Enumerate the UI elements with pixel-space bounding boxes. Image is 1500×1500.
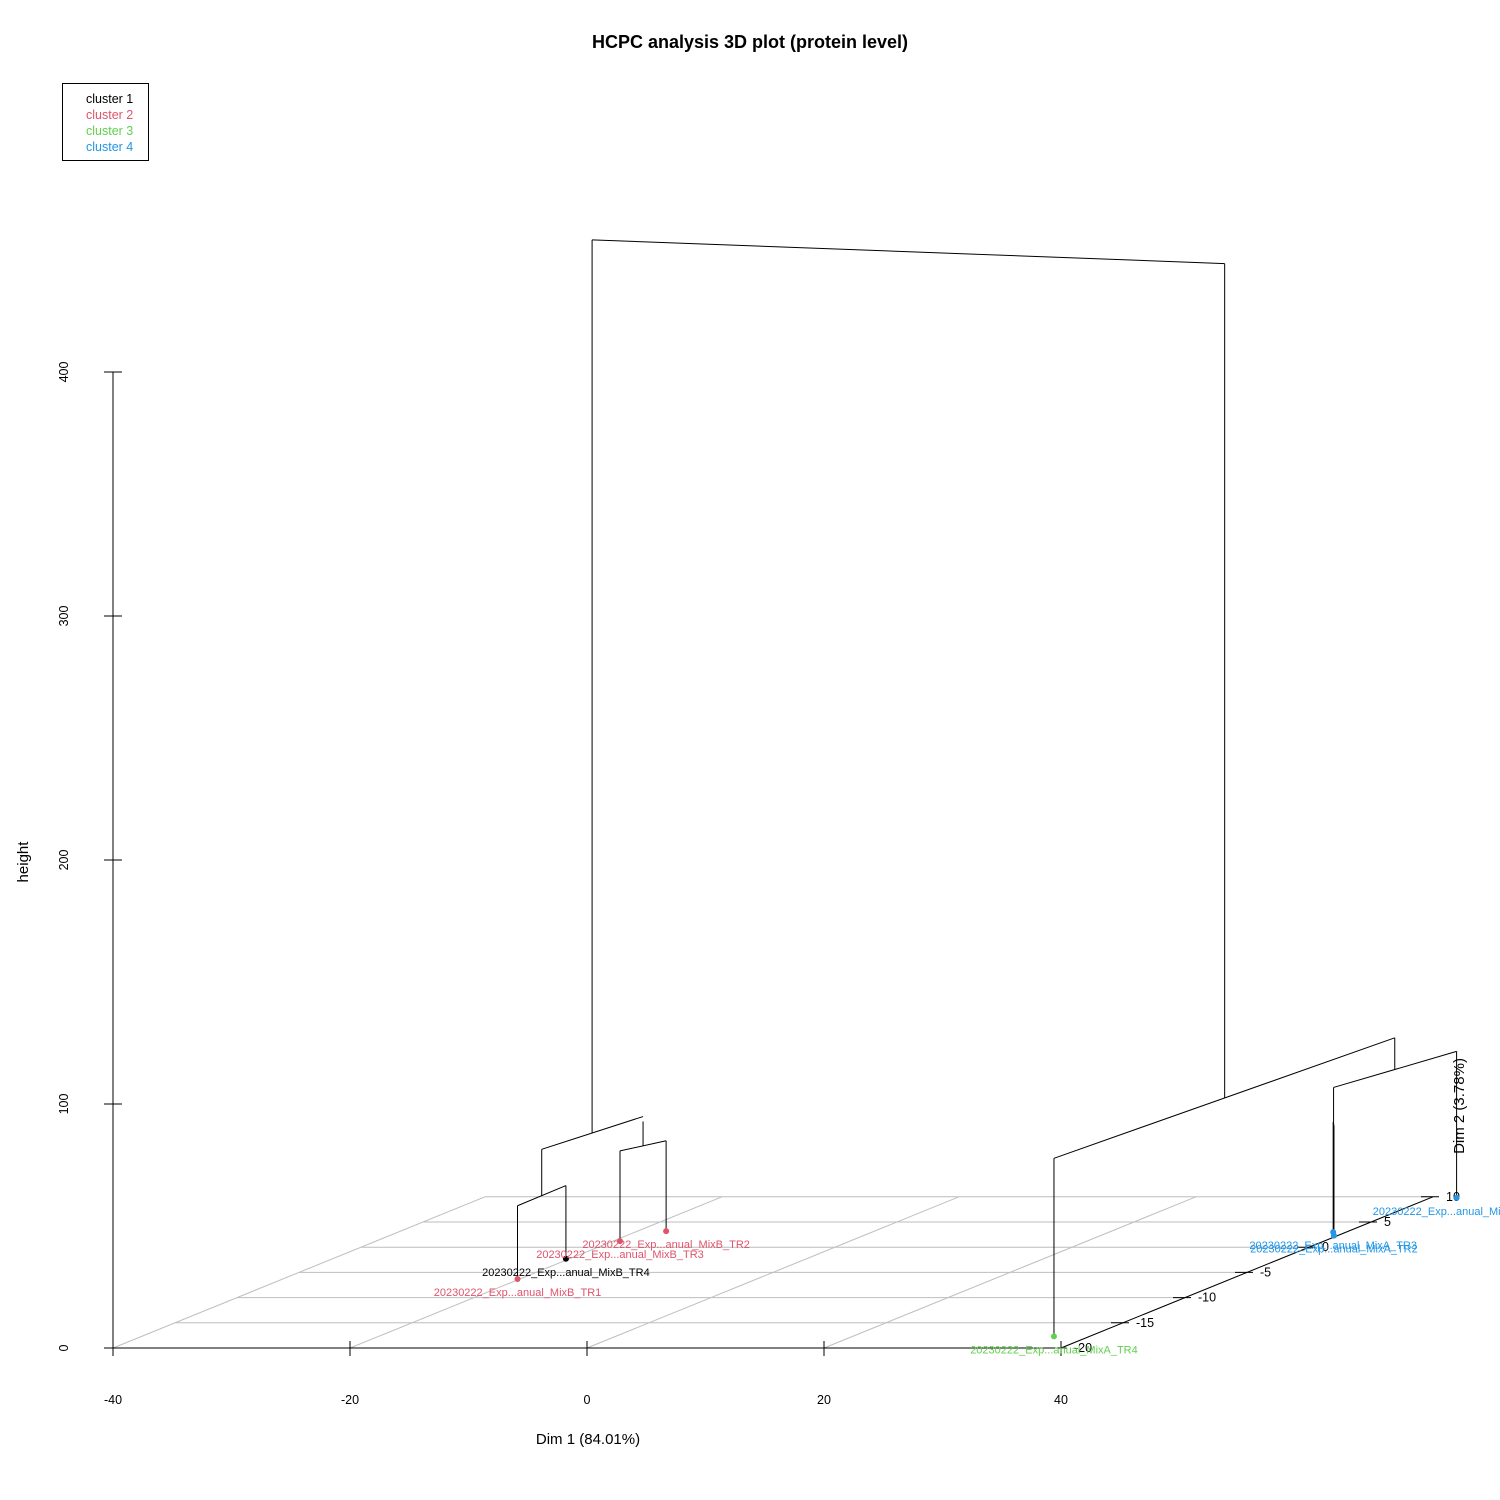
x-axis-label: Dim 1 (84.01%) [536, 1431, 640, 1448]
legend-item-cluster-3: cluster 3 [86, 124, 134, 138]
y-tick-label-4: 0 [1322, 1240, 1329, 1254]
y-tick-label-2: -10 [1198, 1291, 1216, 1305]
point-label-2: 20230222_Exp...anual_MixB_TR3 [536, 1249, 704, 1261]
point-4 [1050, 1333, 1057, 1340]
grid-line-x-2 [586, 1196, 960, 1349]
point-label-6: 20230222_Exp...anual_MixA_TR2 [1250, 1244, 1418, 1256]
legend-item-cluster-1: cluster 1 [86, 92, 134, 106]
point-label-1: 20230222_Exp...anual_MixB_TR1 [434, 1287, 602, 1299]
y-tick-label-1: -15 [1136, 1316, 1154, 1330]
z-tick-label-1: 100 [57, 1094, 71, 1115]
y-tick-label-3: -5 [1260, 1265, 1271, 1279]
y-tick-label-5: 5 [1384, 1215, 1391, 1229]
point-6 [1330, 1232, 1337, 1239]
grid-line-x-3 [823, 1196, 1197, 1349]
z-axis-label: height [15, 841, 32, 883]
point-7 [1453, 1194, 1460, 1201]
x-tick-label-0: -40 [104, 1393, 122, 1407]
grid-line-x-0 [112, 1196, 486, 1349]
legend-item-cluster-4: cluster 4 [86, 140, 134, 154]
x-tick-label-4: 40 [1054, 1393, 1068, 1407]
point-label-5: 20230222_Exp...anual_MixA_TR3 [1249, 1240, 1417, 1252]
point-label-4: 20230222_Exp...anual_MixA_TR4 [970, 1344, 1138, 1356]
point-1 [514, 1275, 521, 1282]
grid-line-x-1 [349, 1196, 723, 1349]
z-tick-label-3: 300 [57, 606, 71, 627]
points-layer: 20230222_Exp...anual_MixB_TR4 20230222_Ex… [434, 1194, 1500, 1356]
point-0 [562, 1255, 569, 1262]
point-label-7: 20230222_Exp...anual_MixA_TR1 [1373, 1206, 1500, 1218]
x-tick-label-3: 20 [817, 1393, 831, 1407]
x-tick-label-2: 0 [584, 1393, 591, 1407]
legend-item-cluster-2: cluster 2 [86, 108, 134, 122]
tree-segment-20 [592, 239, 1225, 265]
chart-title: HCPC analysis 3D plot (protein level) [592, 32, 908, 52]
point-3 [663, 1228, 670, 1235]
z-tick-label-4: 400 [57, 362, 71, 383]
point-label-3: 20230222_Exp...anual_MixB_TR2 [582, 1239, 750, 1251]
x-tick-label-1: -20 [341, 1393, 359, 1407]
y-axis-label: Dim 2 (3.78%) [1451, 1058, 1468, 1154]
y-tick-label-0: -20 [1074, 1341, 1092, 1355]
z-tick-label-2: 200 [57, 850, 71, 871]
legend: cluster 1 cluster 2 cluster 3 cluster 4 [62, 83, 149, 161]
point-label-0: 20230222_Exp...anual_MixB_TR4 [482, 1267, 650, 1279]
tree-layer [517, 239, 1458, 1337]
point-2 [616, 1238, 623, 1245]
z-tick-label-0: 0 [57, 1344, 71, 1351]
